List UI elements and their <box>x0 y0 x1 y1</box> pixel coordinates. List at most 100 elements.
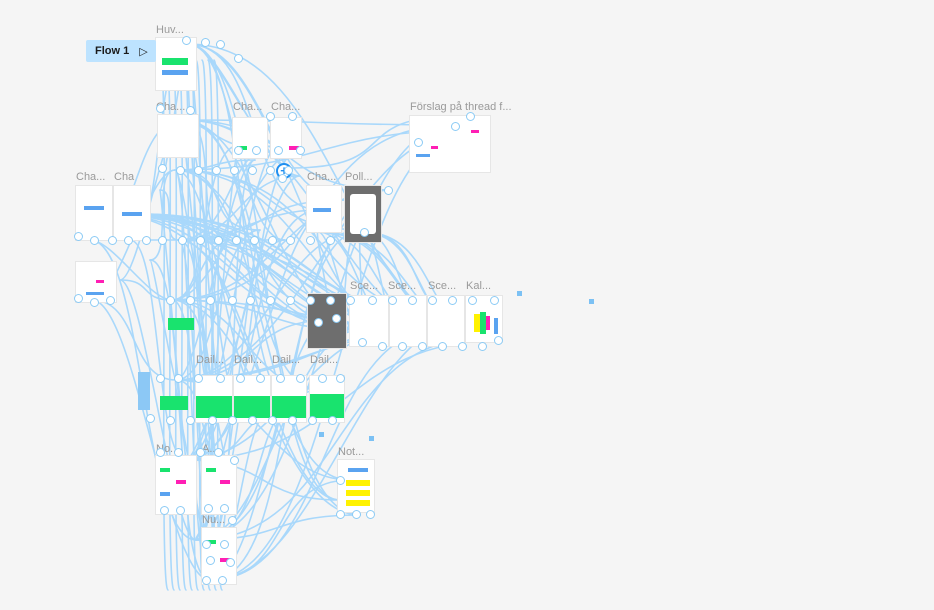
connection-node[interactable] <box>256 374 265 383</box>
frame-label-sce-1[interactable]: Sce... <box>350 280 379 292</box>
connection-node[interactable] <box>414 138 423 147</box>
connection-node[interactable] <box>274 146 283 155</box>
connection-node[interactable] <box>346 296 355 305</box>
connection-node[interactable] <box>174 374 183 383</box>
connection-node[interactable] <box>234 54 243 63</box>
connection-node[interactable] <box>490 296 499 305</box>
frame-label-dail-1[interactable]: Dail... <box>196 354 225 366</box>
connection-node[interactable] <box>176 506 185 515</box>
connection-node[interactable] <box>156 104 165 113</box>
frame-cha-6[interactable] <box>307 186 341 232</box>
connection-node[interactable] <box>288 112 297 121</box>
connection-node[interactable] <box>194 374 203 383</box>
frame-label-cha-4[interactable]: Cha... <box>76 171 106 183</box>
connection-node[interactable] <box>336 374 345 383</box>
connection-node[interactable] <box>196 448 205 457</box>
selection-handle[interactable] <box>589 299 594 304</box>
connection-node[interactable] <box>318 374 327 383</box>
connection-node[interactable] <box>106 296 115 305</box>
connection-node[interactable] <box>218 576 227 585</box>
connection-node[interactable] <box>214 236 223 245</box>
connection-node[interactable] <box>214 448 223 457</box>
connection-node[interactable] <box>286 296 295 305</box>
connection-node[interactable] <box>248 166 257 175</box>
connection-node[interactable] <box>156 448 165 457</box>
connection-node[interactable] <box>74 232 83 241</box>
connection-node[interactable] <box>336 476 345 485</box>
connection-node[interactable] <box>326 296 335 305</box>
connection-node[interactable] <box>142 236 151 245</box>
connection-node[interactable] <box>206 556 215 565</box>
connection-node[interactable] <box>186 416 195 425</box>
connection-node[interactable] <box>230 456 239 465</box>
connection-node[interactable] <box>220 504 229 513</box>
connection-node[interactable] <box>268 416 277 425</box>
connection-node[interactable] <box>418 342 427 351</box>
connection-node[interactable] <box>428 296 437 305</box>
frame-label-huv[interactable]: Huv... <box>156 24 184 36</box>
connection-node[interactable] <box>358 338 367 347</box>
connection-node[interactable] <box>216 374 225 383</box>
connection-node[interactable] <box>286 236 295 245</box>
connection-node[interactable] <box>234 146 243 155</box>
frame-label-not-2[interactable]: Not... <box>338 446 365 458</box>
frame-sce-1[interactable] <box>350 296 388 346</box>
play-icon[interactable]: ▷ <box>139 45 148 58</box>
frame-label-dail-4[interactable]: Dail... <box>310 354 339 366</box>
connection-node[interactable] <box>266 166 275 175</box>
connection-node[interactable] <box>208 416 217 425</box>
frame-label-sce-2[interactable]: Sce... <box>388 280 417 292</box>
connection-node[interactable] <box>478 342 487 351</box>
connection-node[interactable] <box>212 166 221 175</box>
connection-node[interactable] <box>378 342 387 351</box>
frame-forslag[interactable] <box>410 116 490 172</box>
connection-node[interactable] <box>494 336 503 345</box>
connection-node[interactable] <box>252 146 261 155</box>
connection-node[interactable] <box>468 296 477 305</box>
frame-label-dail-2[interactable]: Dail... <box>234 354 263 366</box>
connection-node[interactable] <box>196 236 205 245</box>
selection-handle[interactable] <box>517 291 522 296</box>
connection-node[interactable] <box>186 296 195 305</box>
frame-huvud[interactable] <box>156 38 196 90</box>
connection-node[interactable] <box>288 416 297 425</box>
connection-node[interactable] <box>448 296 457 305</box>
selection-handle[interactable] <box>319 432 324 437</box>
connection-node[interactable] <box>232 236 241 245</box>
frame-cha-1[interactable] <box>158 115 198 157</box>
connection-node[interactable] <box>266 296 275 305</box>
connection-node[interactable] <box>90 298 99 307</box>
frame-label-cha-5[interactable]: Cha <box>114 171 135 183</box>
connection-node[interactable] <box>220 540 229 549</box>
connection-node[interactable] <box>296 146 305 155</box>
connection-node[interactable] <box>314 318 323 327</box>
frame-label-poll[interactable]: Poll... <box>345 171 373 183</box>
frame-label-dail-3[interactable]: Dail... <box>272 354 301 366</box>
connection-node[interactable] <box>202 540 211 549</box>
connection-node[interactable] <box>201 38 210 47</box>
connection-node[interactable] <box>74 294 83 303</box>
frame-chat-list[interactable] <box>76 262 116 302</box>
connection-node[interactable] <box>246 296 255 305</box>
connection-node[interactable] <box>248 416 257 425</box>
frame-label-cha-2[interactable]: Cha... <box>233 101 263 113</box>
frame-label-forslag[interactable]: Förslag på thread f... <box>410 101 512 113</box>
frame-dail-4[interactable] <box>310 376 344 422</box>
connection-node[interactable] <box>306 236 315 245</box>
flow-start-badge[interactable]: Flow 1 ▷ <box>86 40 156 62</box>
connection-node[interactable] <box>328 416 337 425</box>
frame-cha-5[interactable] <box>114 186 150 240</box>
frame-label-cha-3[interactable]: Cha... <box>271 101 301 113</box>
connection-node[interactable] <box>146 414 155 423</box>
connection-node[interactable] <box>178 236 187 245</box>
connection-node[interactable] <box>206 296 215 305</box>
connection-node[interactable] <box>308 416 317 425</box>
connection-node[interactable] <box>451 122 460 131</box>
connection-node[interactable] <box>466 112 475 121</box>
connection-node[interactable] <box>228 516 237 525</box>
frame-cha-4[interactable] <box>76 186 112 240</box>
connection-node[interactable] <box>278 174 287 183</box>
connection-node[interactable] <box>336 510 345 519</box>
connection-node[interactable] <box>398 342 407 351</box>
frame-label-kal[interactable]: Kal... <box>466 280 492 292</box>
